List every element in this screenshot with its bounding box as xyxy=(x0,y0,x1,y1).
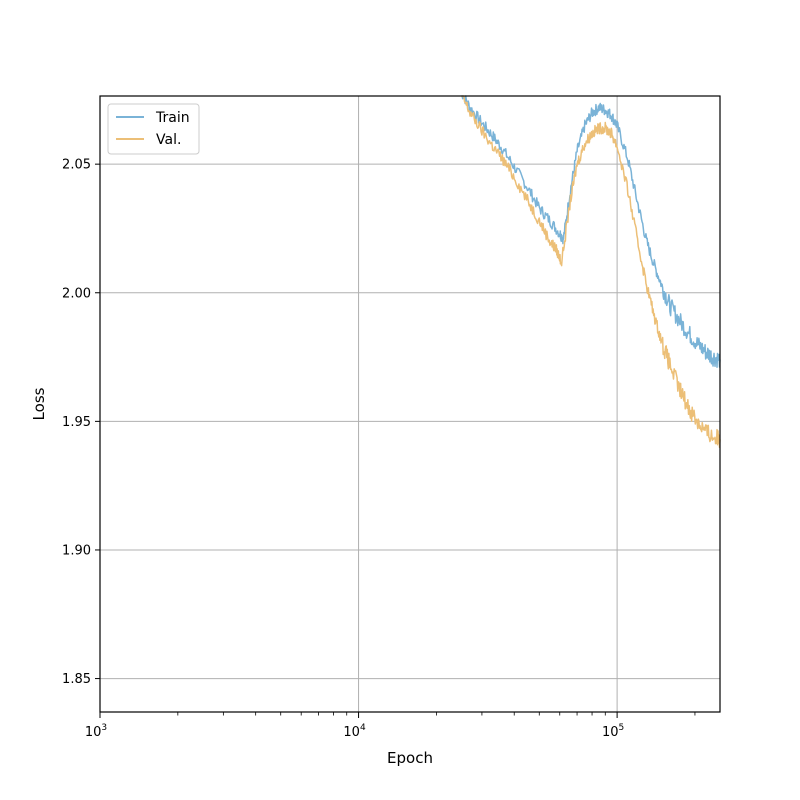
legend-label-train: Train xyxy=(155,110,190,126)
y-tick-label: 2.05 xyxy=(62,158,91,173)
series-line-train xyxy=(461,95,721,368)
x-tick-label: 105 xyxy=(602,723,624,740)
x-tick-label: 104 xyxy=(343,723,366,740)
x-axis-label: Epoch xyxy=(387,749,433,767)
y-axis-label: Loss xyxy=(30,387,48,420)
series-line-val xyxy=(461,95,721,449)
plot-frame xyxy=(99,95,721,713)
y-tick-label: 2.00 xyxy=(62,286,91,301)
legend: Train Val. xyxy=(107,103,200,155)
series-layer xyxy=(461,95,721,449)
y-tick-label: 1.85 xyxy=(62,672,91,687)
x-tick-label: 103 xyxy=(85,723,107,740)
tick-layer: 1.85 1.90 1.95 2.00 2.05 103 104 105 xyxy=(62,158,696,740)
legend-label-val: Val. xyxy=(156,132,181,148)
y-tick-label: 1.95 xyxy=(62,415,91,430)
y-tick-label: 1.90 xyxy=(62,543,91,558)
